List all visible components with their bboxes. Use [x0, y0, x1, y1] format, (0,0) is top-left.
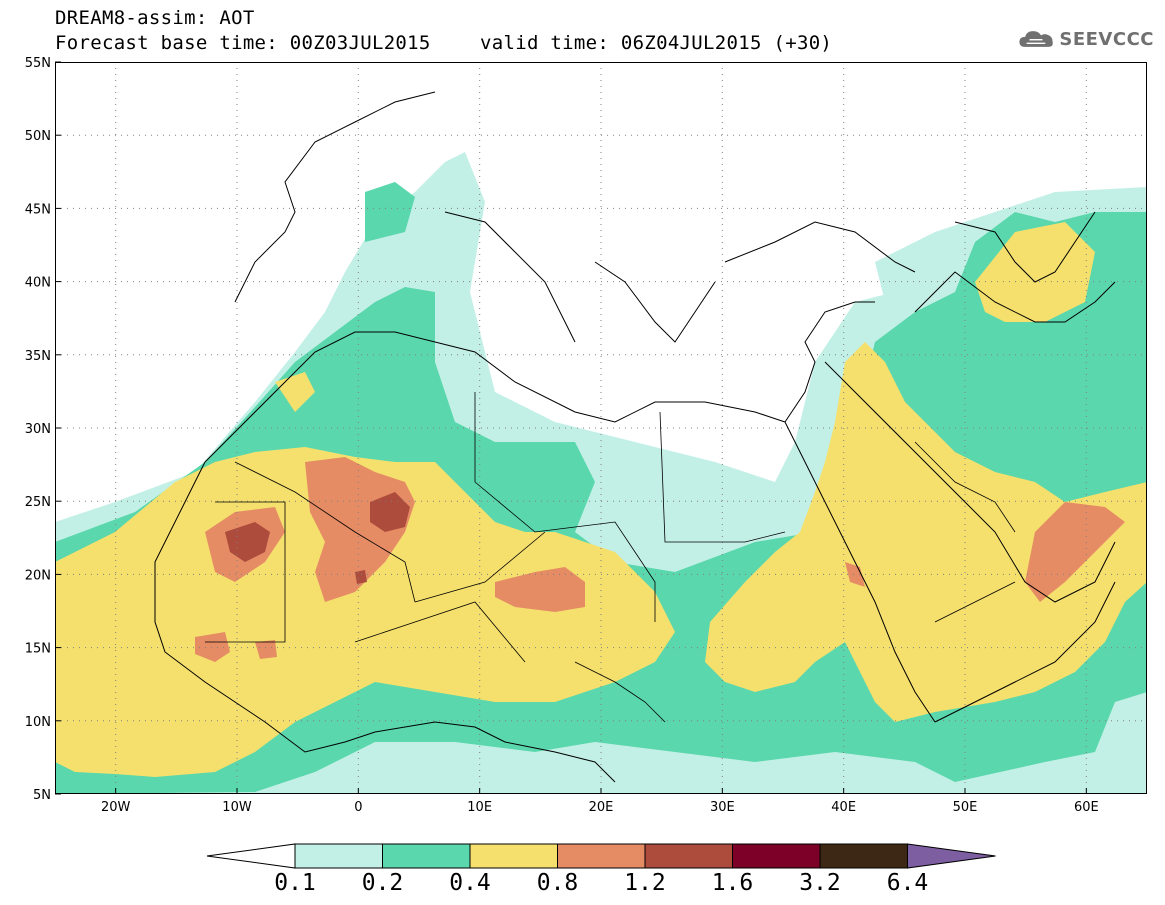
colorbar-extend-high	[907, 843, 996, 869]
colorbar-box	[644, 843, 733, 869]
product-title: DREAM8-assim: AOT	[55, 7, 255, 29]
colorbar-tick-label: 0.2	[362, 870, 404, 892]
aot-colorbar: 0.1 0.2 0.4 0.8 1.2 1.6 3.2 6.4	[206, 843, 996, 892]
colorbar-tick-label: 1.6	[712, 870, 754, 892]
colorbar-box	[819, 843, 908, 869]
lon-label: 20E	[589, 800, 614, 815]
coastlines	[154, 91, 1116, 783]
lat-label: 10N	[25, 715, 51, 730]
aot-contour-0.8	[195, 457, 1125, 662]
lat-label: 30N	[25, 422, 51, 437]
aot-map	[55, 62, 1147, 794]
colorbar-boxes	[206, 843, 996, 869]
lat-label: 25N	[25, 495, 51, 510]
lat-label: 35N	[25, 349, 51, 364]
lon-label: 20W	[101, 800, 131, 815]
colorbar-box	[382, 843, 471, 869]
colorbar-tick-label: 6.4	[887, 870, 929, 892]
lat-label: 55N	[25, 56, 51, 71]
lat-label: 40N	[25, 276, 51, 291]
lon-label: 50E	[953, 800, 978, 815]
lon-label: 10E	[467, 800, 492, 815]
cloud-icon	[1019, 31, 1053, 47]
forecast-base-time: Forecast base time: 00Z03JUL2015	[55, 32, 431, 54]
colorbar-tick-label: 1.2	[624, 870, 666, 892]
lat-label: 20N	[25, 568, 51, 583]
country-borders	[205, 392, 1016, 723]
lon-label: 40E	[831, 800, 856, 815]
colorbar-box	[557, 843, 646, 869]
lon-label: 0	[354, 800, 362, 815]
colorbar-tick-label: 0.1	[274, 870, 316, 892]
lat-label: 45N	[25, 202, 51, 217]
colorbar-labels: 0.1 0.2 0.4 0.8 1.2 1.6 3.2 6.4	[274, 870, 928, 892]
colorbar-box	[294, 843, 383, 869]
valid-time: valid time: 06Z04JUL2015 (+30)	[480, 32, 833, 54]
aot-field	[55, 62, 1147, 794]
lat-lon-grid	[55, 62, 1147, 794]
colorbar-tick-label: 3.2	[799, 870, 841, 892]
colorbar-extend-low	[206, 843, 296, 869]
lat-label: 50N	[25, 129, 51, 144]
aot-contour-1.2	[225, 492, 410, 584]
colorbar-tick-label: 0.4	[449, 870, 491, 892]
lat-label: 5N	[33, 788, 51, 803]
colorbar-tick-label: 0.8	[537, 870, 579, 892]
colorbar-box	[469, 843, 558, 869]
lon-label: 60E	[1074, 800, 1099, 815]
lon-label: 10W	[222, 800, 252, 815]
seevccc-logo: SEEVCCC	[1018, 24, 1154, 54]
colorbar-box	[732, 843, 821, 869]
lat-label: 15N	[25, 642, 51, 657]
logo-text: SEEVCCC	[1059, 28, 1154, 50]
lon-label: 30E	[710, 800, 735, 815]
